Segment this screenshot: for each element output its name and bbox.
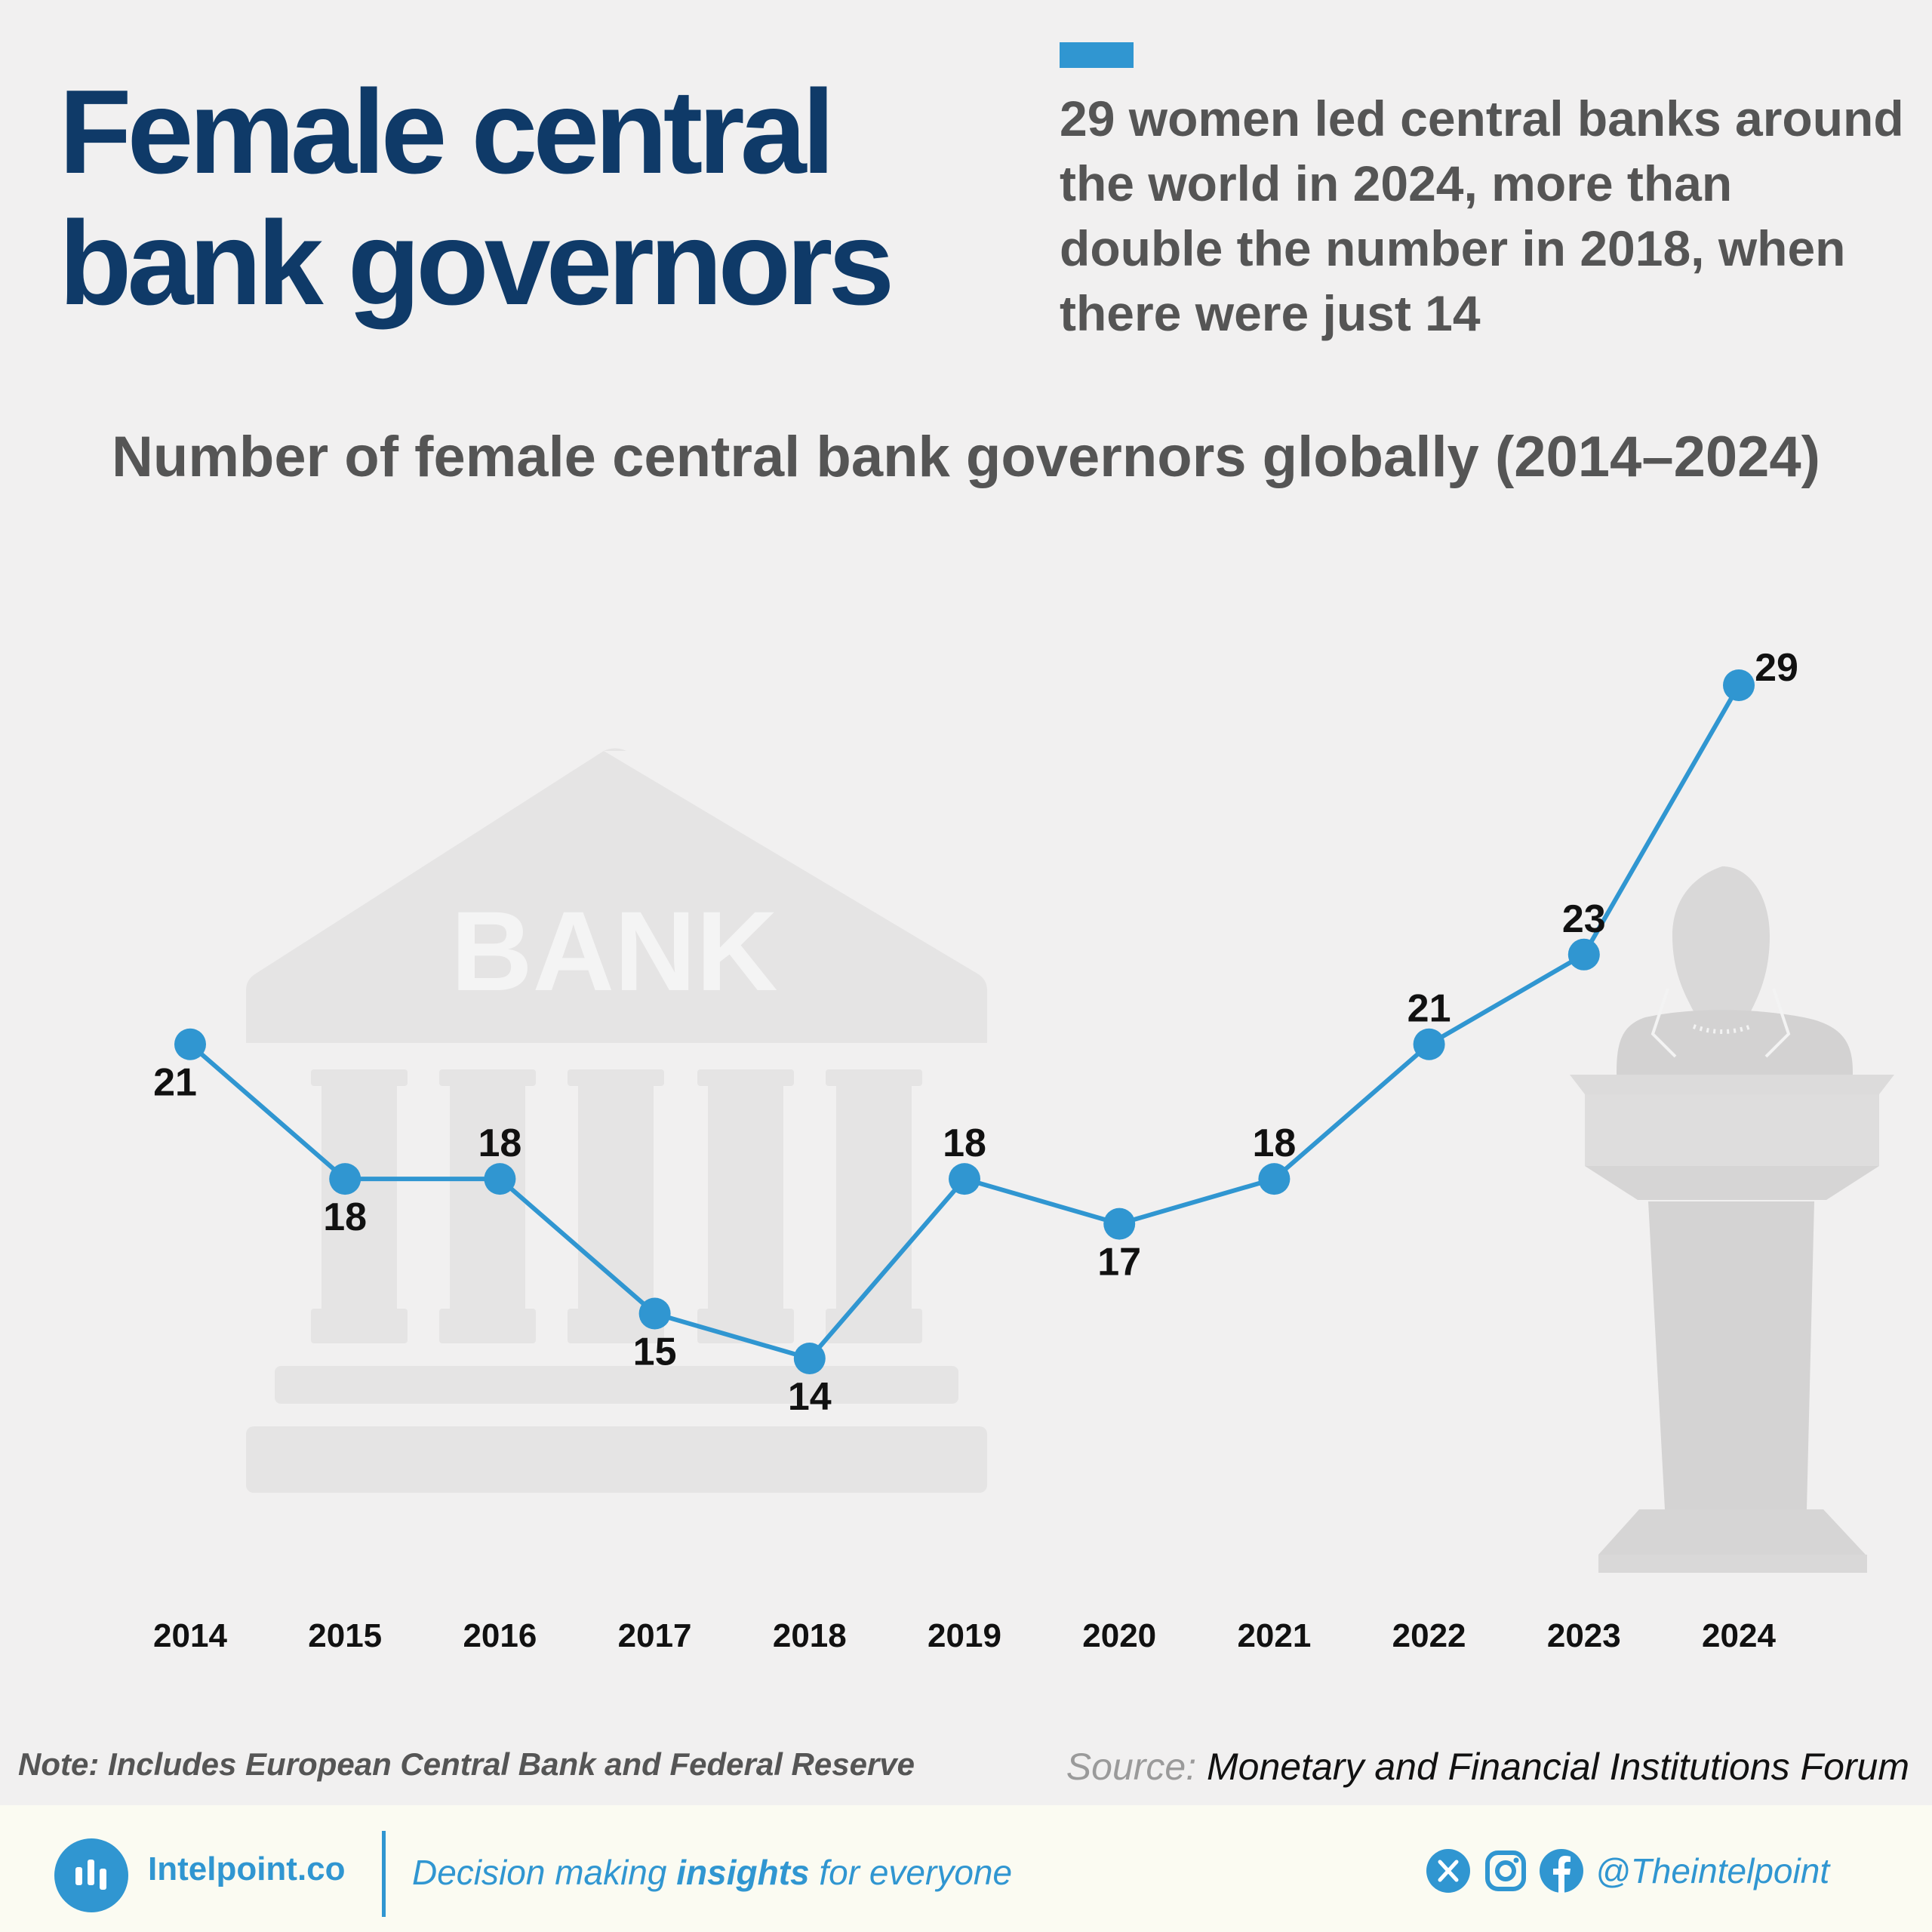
data-label-2024: 29 [1755, 646, 1798, 690]
data-label-2020: 17 [1097, 1241, 1141, 1284]
data-point-2014 [174, 1028, 206, 1060]
tagline-post: for everyone [819, 1853, 1013, 1892]
data-label-2021: 18 [1252, 1121, 1296, 1165]
data-point-2022 [1413, 1028, 1445, 1060]
x-tick-2019: 2019 [928, 1617, 1001, 1654]
accent-bar [1060, 42, 1134, 68]
footer-divider [382, 1831, 386, 1917]
data-point-2021 [1258, 1163, 1291, 1195]
x-tick-2023: 2023 [1547, 1617, 1621, 1654]
tagline-pre: Decision making [412, 1853, 667, 1892]
line-chart: BANK 21 18 18 15 14 18 17 18 21 23 29 2014 2015 2016… [153, 646, 1894, 1654]
data-point-2020 [1103, 1208, 1136, 1240]
source-label: Source: [1066, 1746, 1197, 1788]
tagline-bold: insights [676, 1853, 810, 1892]
tagline: Decision making insights for everyone [412, 1852, 1012, 1893]
data-label-2023: 23 [1562, 897, 1606, 941]
woman-at-podium-icon [1570, 866, 1894, 1573]
x-tick-2024: 2024 [1702, 1617, 1776, 1654]
data-label-2014: 21 [153, 1061, 197, 1105]
x-tick-2021: 2021 [1237, 1617, 1311, 1654]
footer: Intelpoint.co Decision making insights f… [0, 1805, 1932, 1932]
data-point-2023 [1567, 938, 1600, 971]
title-line-1: Female central [59, 66, 835, 198]
source-value: Monetary and Financial Institutions Foru… [1207, 1746, 1909, 1788]
facebook-icon[interactable] [1540, 1849, 1583, 1893]
x-axis-ticks: 2014 2015 2016 2017 2018 2019 2020 2021 2022 2023… [153, 1617, 1776, 1654]
x-tick-2022: 2022 [1392, 1617, 1466, 1654]
data-point-2019 [949, 1163, 980, 1195]
data-point-2016 [484, 1163, 516, 1195]
x-tick-2015: 2015 [308, 1617, 382, 1654]
x-tick-2014: 2014 [153, 1617, 227, 1654]
data-point-2015 [329, 1163, 361, 1195]
brand-link[interactable]: Intelpoint.co [148, 1850, 346, 1887]
data-label-2022: 21 [1407, 987, 1451, 1031]
data-label-2017: 15 [633, 1331, 677, 1374]
data-point-2024 [1723, 669, 1755, 701]
data-label-2019: 18 [943, 1121, 986, 1165]
instagram-icon[interactable] [1484, 1849, 1527, 1893]
data-label-2016: 18 [478, 1121, 521, 1165]
data-point-2017 [638, 1297, 671, 1330]
x-tick-2016: 2016 [463, 1617, 537, 1654]
podium-details [1651, 988, 1791, 1058]
summary-text: 29 women led central banks around the wo… [1060, 91, 1904, 341]
bank-building-icon [246, 748, 987, 1493]
x-icon[interactable] [1426, 1849, 1470, 1893]
title-line-2: bank governors [59, 197, 894, 330]
social-handle[interactable]: @Theintelpoint [1595, 1851, 1830, 1890]
bank-sign: BANK [451, 888, 777, 1014]
footnote-note: Note: Includes European Central Bank and… [18, 1746, 915, 1782]
data-label-2015: 18 [323, 1195, 367, 1239]
page-title: Female central bank governors [59, 66, 995, 329]
footnote-source: Source: Monetary and Financial Instituti… [1066, 1745, 1909, 1789]
data-point-2018 [793, 1343, 826, 1374]
chart-title: Number of female central bank governors … [112, 425, 1820, 489]
data-labels-layer: 21 18 18 15 14 18 17 18 21 23 29 [153, 646, 1798, 1419]
x-tick-2017: 2017 [618, 1617, 692, 1654]
points-layer [174, 669, 1755, 1374]
intelpoint-logo-icon[interactable] [54, 1838, 128, 1912]
x-tick-2020: 2020 [1082, 1617, 1156, 1654]
x-tick-2018: 2018 [773, 1617, 847, 1654]
data-label-2018: 14 [788, 1375, 832, 1419]
